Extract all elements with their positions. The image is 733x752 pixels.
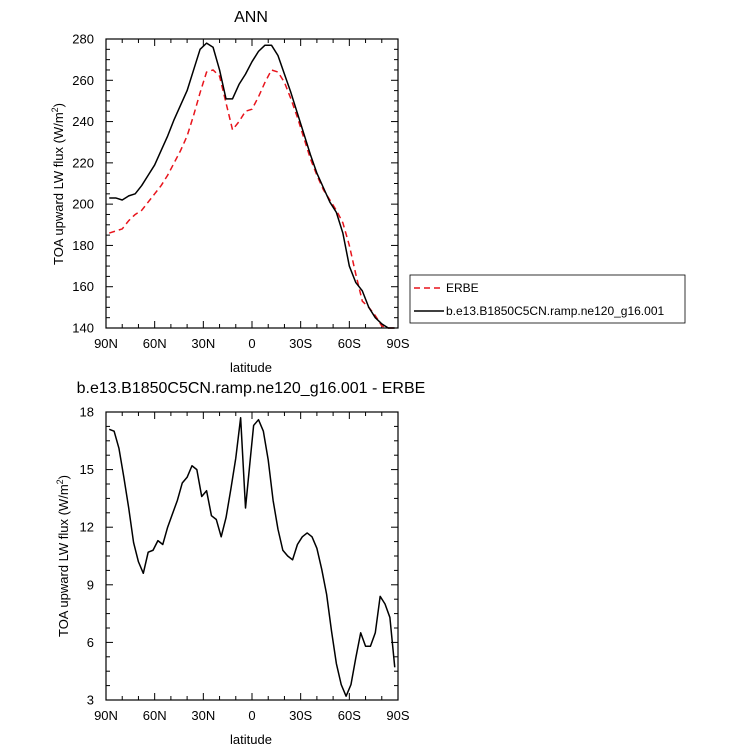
top-chart-y-tick-label: 220: [72, 155, 94, 170]
top-chart-y-axis-label-main: TOA upward LW flux (W/m: [51, 112, 66, 265]
top-chart-y-tick-label: 280: [72, 32, 94, 47]
bottom-chart-x-axis-label: latitude: [230, 732, 272, 747]
bottom-chart-y-axis-label-close: ): [56, 475, 71, 479]
bottom-chart-y-tick-label: 6: [87, 635, 94, 650]
bottom-chart-y-tick-label: 9: [87, 577, 94, 592]
legend-box: [409, 274, 686, 324]
top-chart-title: ANN: [234, 9, 268, 26]
bottom-chart-y-tick-label: 12: [80, 520, 94, 535]
top-chart-series: [109, 42, 395, 329]
top-chart-x-tick-label: 0: [248, 336, 255, 351]
top-chart-x-tick-label: 60N: [143, 336, 167, 351]
bottom-chart-ticks: 90N 60N 30N 0 30S 60S 90S 3 6 9 12 15 18: [80, 405, 410, 724]
top-chart-series-model-line: [109, 42, 395, 329]
bottom-chart-x-tick-label: 60S: [338, 708, 361, 723]
top-chart-x-tick-label: 30N: [191, 336, 215, 351]
top-chart-y-axis-label-close: ): [51, 103, 66, 107]
bottom-chart-x-tick-label: 90N: [94, 708, 118, 723]
top-chart-y-axis-label-superscript: 2: [50, 107, 60, 112]
bottom-chart-x-tick-label: 60N: [143, 708, 167, 723]
top-chart-x-tick-label: 90N: [94, 336, 118, 351]
top-chart-y-tick-label: 160: [72, 279, 94, 294]
top-chart-y-tick-label: 240: [72, 114, 94, 129]
top-chart-y-tick-label: 260: [72, 73, 94, 88]
top-chart-y-tick-label: 180: [72, 238, 94, 253]
top-chart-y-tick-label: 140: [72, 321, 94, 336]
legend-label-model: b.e13.B1850C5CN.ramp.ne120_g16.001: [446, 304, 664, 318]
top-chart-y-axis-label: TOA upward LW flux (W/m2): [50, 103, 66, 265]
bottom-chart-y-axis-label-superscript: 2: [55, 479, 65, 484]
top-chart-ticks: 90N 60N 30N 0 30S 60S 90S 140 160 180 200 220 240 260…: [72, 32, 410, 352]
bottom-chart-x-tick-label: 0: [248, 708, 255, 723]
legend-label-erbe: ERBE: [446, 281, 479, 295]
bottom-chart-y-axis-label: TOA upward LW flux (W/m2): [55, 475, 71, 637]
top-chart-plot-frame: [105, 38, 399, 329]
bottom-chart: b.e13.B1850C5CN.ramp.ne120_g16.001 - ERB…: [55, 380, 425, 747]
top-chart-y-tick-label: 200: [72, 197, 94, 212]
top-chart-x-axis-label: latitude: [230, 360, 272, 375]
legend: ERBE b.e13.B1850C5CN.ramp.ne120_g16.001: [409, 274, 686, 324]
top-chart-x-tick-label: 30S: [289, 336, 312, 351]
bottom-chart-x-tick-label: 30N: [191, 708, 215, 723]
bottom-chart-series: [108, 417, 396, 697]
bottom-chart-y-axis-label-main: TOA upward LW flux (W/m: [56, 484, 71, 637]
top-chart-x-tick-label: 60S: [338, 336, 361, 351]
top-chart-x-tick-label: 90S: [386, 336, 409, 351]
bottom-chart-x-tick-label: 90S: [386, 708, 409, 723]
bottom-chart-y-tick-label: 15: [80, 462, 94, 477]
bottom-chart-y-tick-label: 18: [80, 405, 94, 420]
top-chart: ANN 90N 60N 30N 0 30S 60S 90S 140 160 180 200 220 24…: [50, 9, 410, 375]
bottom-chart-x-tick-label: 30S: [289, 708, 312, 723]
bottom-chart-plot-frame: [105, 411, 399, 701]
bottom-chart-title: b.e13.B1850C5CN.ramp.ne120_g16.001 - ERB…: [77, 380, 426, 397]
bottom-chart-series-difference-line: [108, 417, 396, 697]
bottom-chart-y-tick-label: 3: [87, 693, 94, 708]
top-chart-series-erbe-line: [109, 69, 395, 329]
